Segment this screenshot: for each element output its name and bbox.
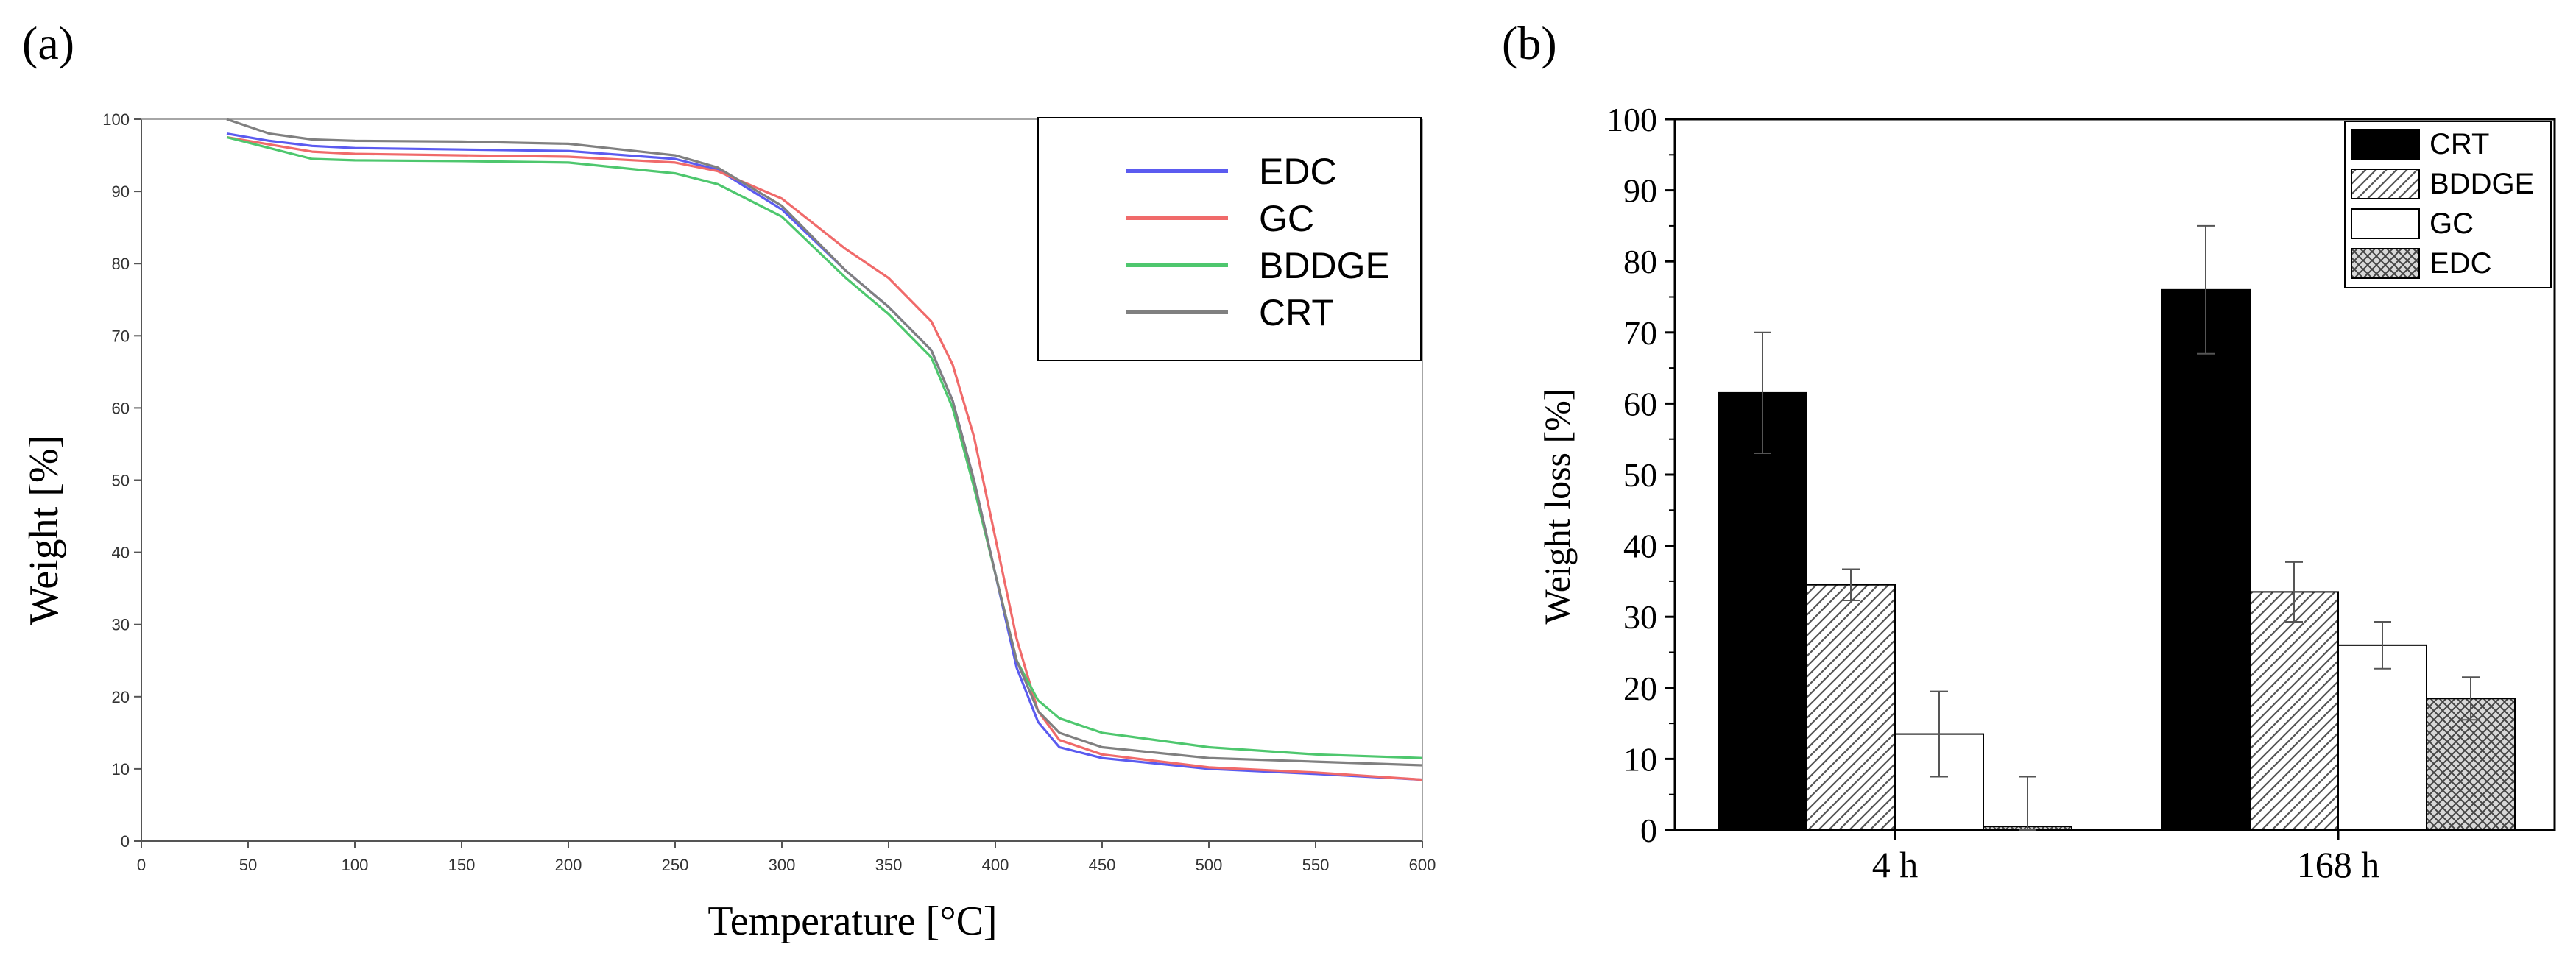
bar-bddge-168h [2249, 591, 2339, 831]
weight-loss-y-tick-label: 40 [1623, 528, 1657, 565]
tga-y-tick-label: 90 [112, 182, 130, 201]
tga-y-tick-label: 10 [112, 760, 130, 779]
weight-loss-y-tick-label: 100 [1606, 101, 1657, 138]
weight-loss-legend: CRT BDDGE GC EDC [2344, 121, 2552, 288]
weight-loss-legend-label-gc: GC [2429, 208, 2474, 240]
tga-y-tick-label: 60 [112, 399, 130, 417]
panel-a-label: (a) [22, 17, 74, 69]
tga-legend-label-gc: GC [1259, 198, 1314, 239]
weight-loss-x-tick-label: 4 h [1872, 844, 1919, 885]
tga-x-tick-label: 300 [769, 856, 796, 874]
tga-line-bddge [226, 135, 1423, 759]
tga-x-axis-label: Temperature [°C] [707, 898, 997, 944]
weight-loss-y-tick-label: 70 [1623, 314, 1657, 352]
tga-x-tick-label: 100 [342, 856, 369, 874]
panel-a: (a) 0 10 20 30 40 50 60 70 80 90 100 0 50 100 150 200 25… [21, 17, 1436, 944]
tga-y-tick-label: 20 [112, 688, 130, 706]
weight-loss-y-tick-label: 0 [1640, 812, 1657, 849]
tga-x-tick-label: 550 [1302, 856, 1330, 874]
weight-loss-legend-swatch-bddge [2351, 169, 2420, 199]
weight-loss-y-tick-label: 30 [1623, 598, 1657, 636]
tga-x-tick-label: 450 [1089, 856, 1116, 874]
tga-x-tick-label: 250 [662, 856, 689, 874]
tga-axes: 0 10 20 30 40 50 60 70 80 90 100 0 50 100 150 200 250 300… [102, 110, 1436, 874]
weight-loss-legend-label-crt: CRT [2429, 128, 2489, 160]
tga-legend-label-bddge: BDDGE [1259, 245, 1390, 286]
tga-legend-label-crt: CRT [1259, 292, 1334, 333]
tga-y-tick-label: 80 [112, 255, 130, 273]
tga-line-gc [226, 135, 1423, 781]
tga-series [226, 118, 1423, 781]
weight-loss-x-tick-label: 168 h [2297, 844, 2380, 885]
tga-y-tick-label: 40 [112, 544, 130, 562]
tga-x-tick-label: 0 [137, 856, 146, 874]
tga-y-tick-label: 100 [102, 110, 130, 129]
weight-loss-legend-swatch-gc [2351, 208, 2420, 239]
tga-line-crt [226, 118, 1423, 767]
tga-x-tick-label: 400 [982, 856, 1009, 874]
bar-crt-4h [1718, 391, 1807, 831]
weight-loss-y-tick-label: 50 [1623, 456, 1657, 494]
weight-loss-legend-label-edc: EDC [2429, 247, 2491, 280]
tga-x-tick-label: 200 [555, 856, 582, 874]
weight-loss-legend-swatch-edc [2351, 248, 2420, 279]
tga-y-tick-label: 30 [112, 616, 130, 634]
tga-x-tick-label: 500 [1196, 856, 1223, 874]
weight-loss-legend-label-bddge: BDDGE [2429, 168, 2534, 200]
weight-loss-bars [1718, 224, 2516, 831]
weight-loss-y-axis-label: Weight loss [%] [1536, 389, 1578, 625]
tga-y-tick-label: 0 [121, 832, 130, 851]
bar-bddge-4h [1806, 584, 1896, 831]
tga-y-axis-label: Weight [%] [21, 435, 67, 625]
tga-legend-label-edc: EDC [1259, 151, 1337, 192]
tga-x-tick-label: 350 [875, 856, 903, 874]
tga-legend-box [1037, 117, 1422, 361]
tga-legend: EDC GC BDDGE CRT [1037, 117, 1422, 361]
tga-y-tick-label: 50 [112, 472, 130, 490]
panel-b: (b) 0 10 20 30 40 50 60 70 80 90 100 4 h 168 h Weigh… [1502, 17, 2556, 885]
weight-loss-axes: 0 10 20 30 40 50 60 70 80 90 100 4 h 168 h [1606, 101, 2556, 885]
weight-loss-y-tick-label: 90 [1623, 172, 1657, 210]
weight-loss-y-tick-label: 10 [1623, 740, 1657, 778]
weight-loss-y-tick-label: 20 [1623, 670, 1657, 707]
bar-crt-168h [2161, 288, 2251, 831]
tga-x-tick-label: 600 [1409, 856, 1436, 874]
tga-x-tick-label: 50 [239, 856, 257, 874]
bar-gc-168h [2337, 644, 2427, 831]
weight-loss-y-tick-label: 60 [1623, 385, 1657, 422]
tga-x-tick-label: 150 [448, 856, 476, 874]
weight-loss-y-tick-label: 80 [1623, 243, 1657, 280]
panel-b-label: (b) [1502, 17, 1557, 69]
tga-y-tick-label: 70 [112, 327, 130, 345]
weight-loss-legend-swatch-crt [2351, 129, 2420, 160]
